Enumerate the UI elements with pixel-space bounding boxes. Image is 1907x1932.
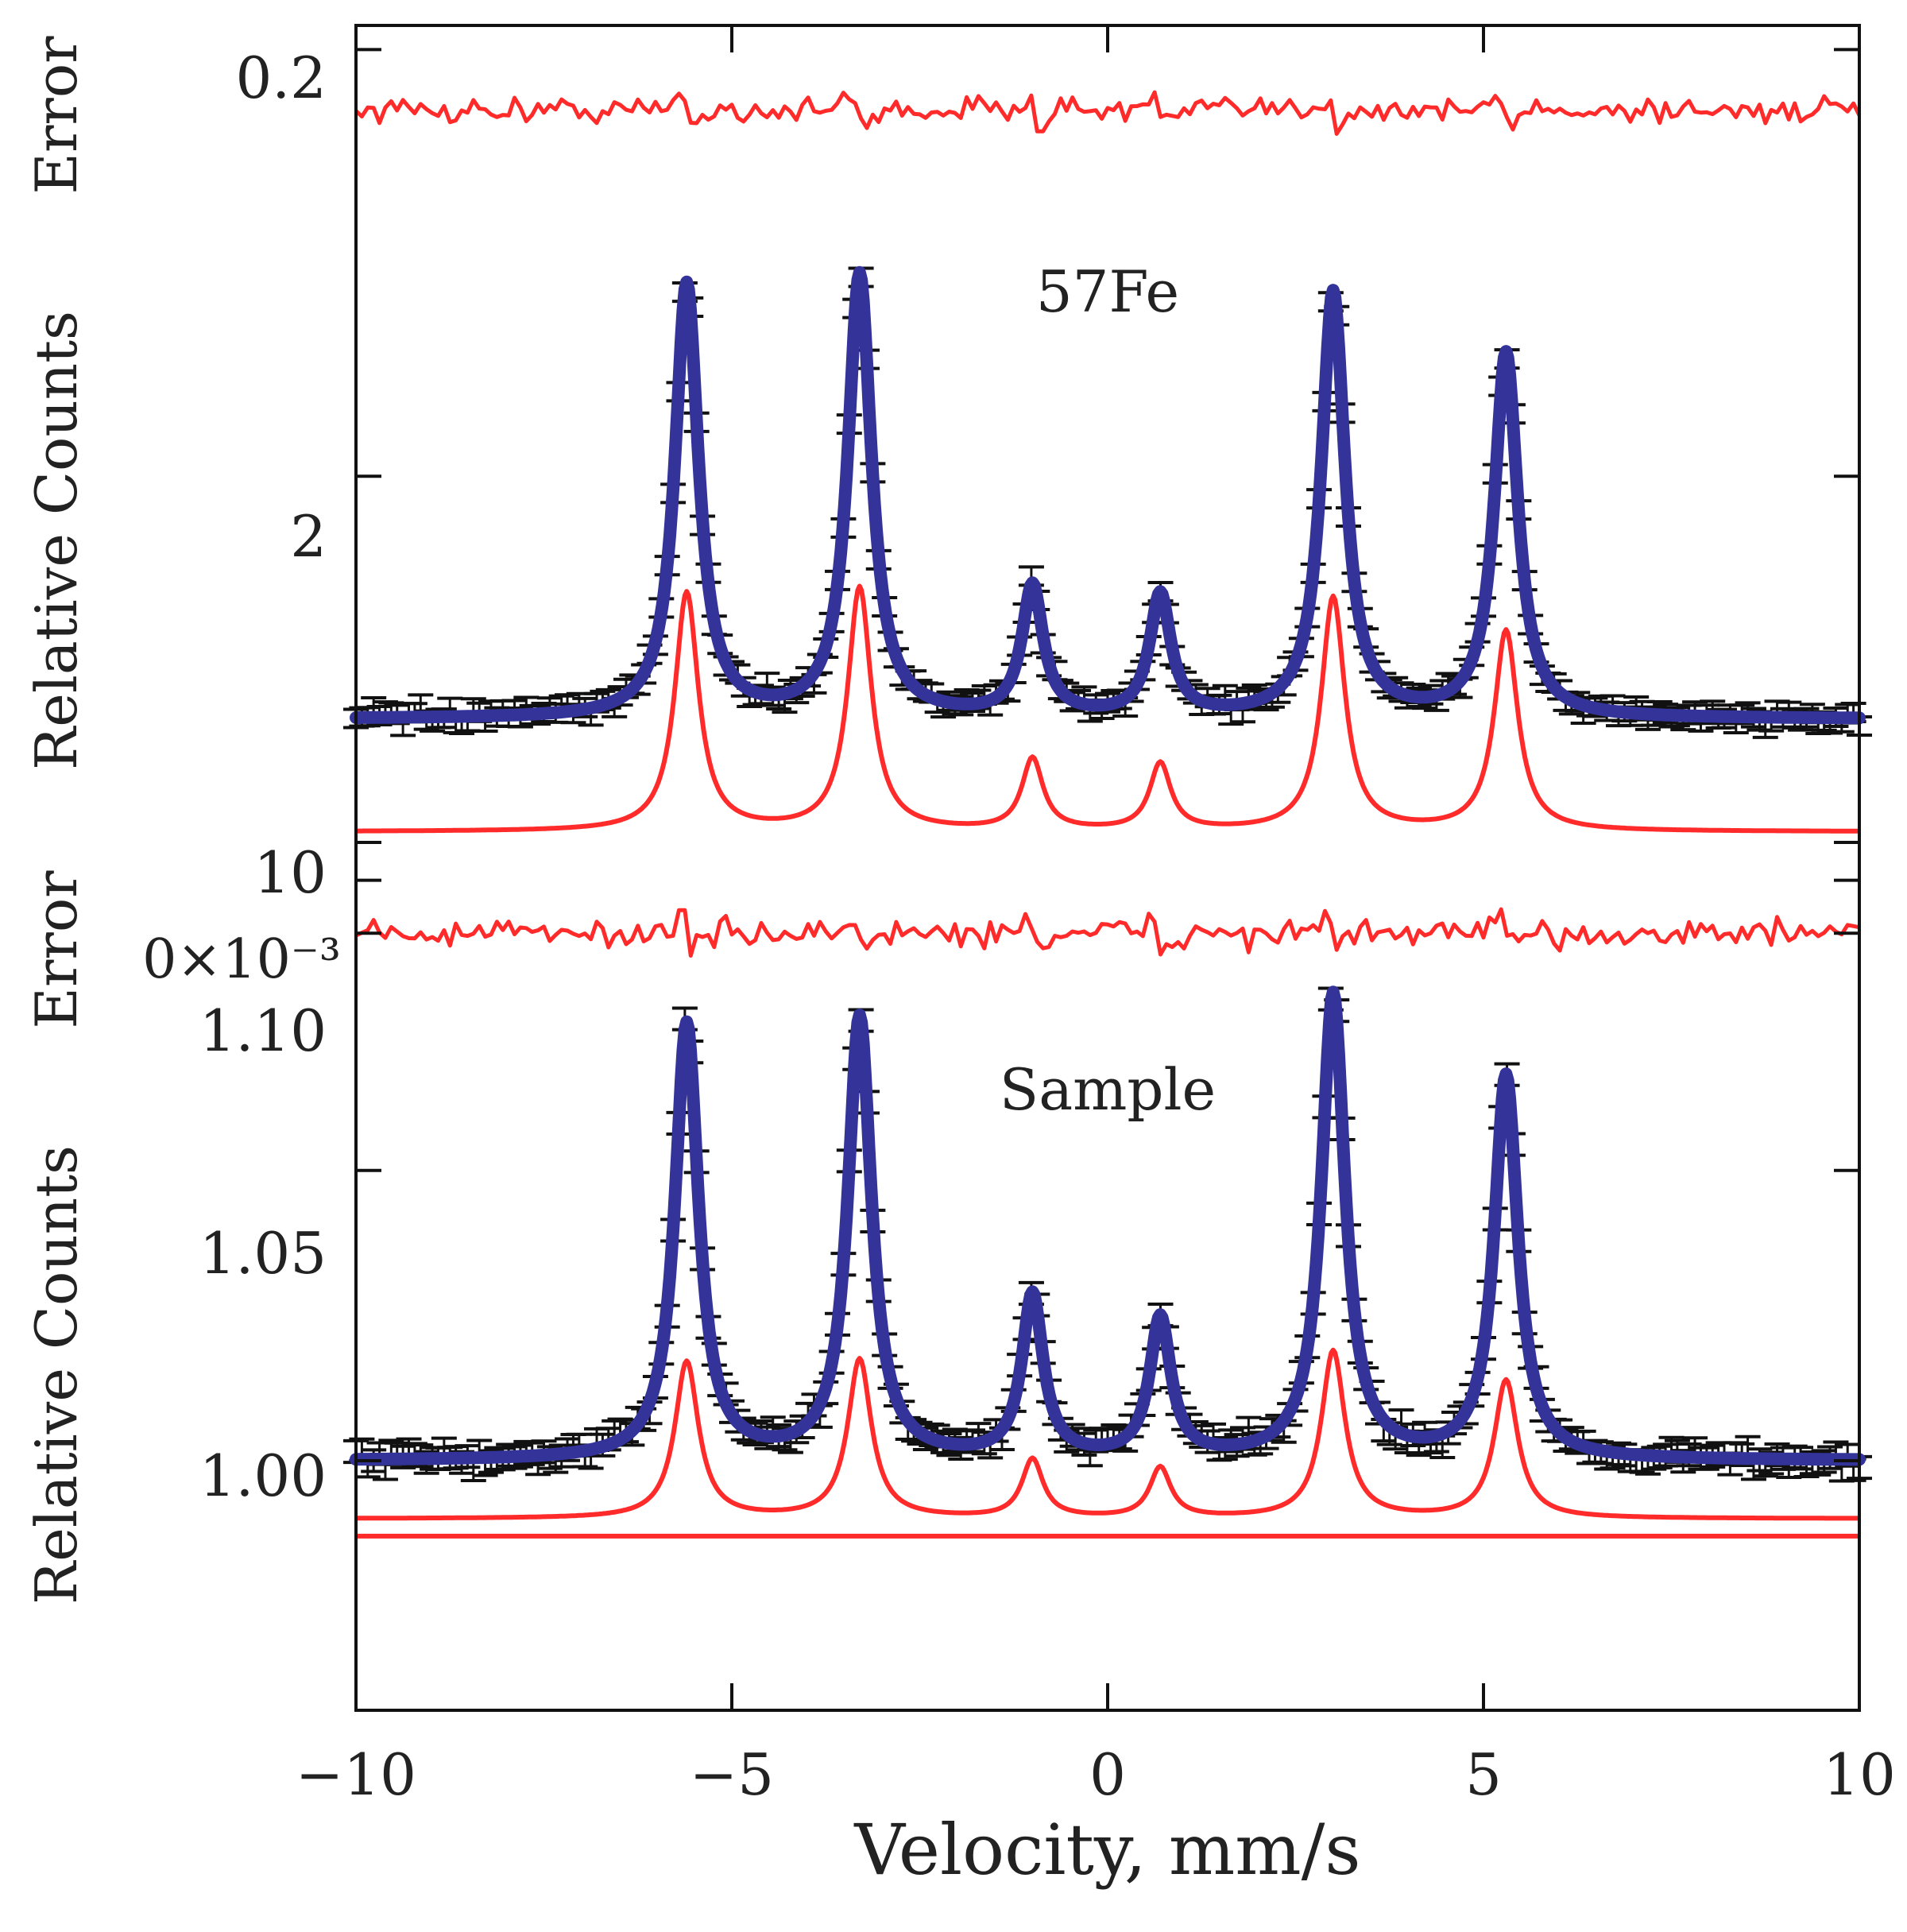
error-axis-title-fe57: Error bbox=[23, 36, 90, 195]
panel-label-fe57: 57Fe bbox=[1036, 258, 1179, 325]
residual-line-fe57 bbox=[354, 90, 1862, 136]
residual-line-sample bbox=[354, 907, 1860, 958]
fit-line-sample bbox=[350, 985, 1866, 1466]
component-line-fe57 bbox=[355, 583, 1860, 834]
error-tick-label-fe57-0: 0.2 bbox=[235, 45, 327, 111]
error-axis-title-sample: Error bbox=[23, 870, 90, 1029]
y-tick-label-sample-100: 1.00 bbox=[199, 1442, 327, 1509]
y-tick-label-sample-110: 1.10 bbox=[199, 997, 327, 1064]
error-tick-label-sample-10: 10 bbox=[253, 839, 327, 906]
fit-line-fe57 bbox=[350, 265, 1866, 725]
x-tick-label-10: 10 bbox=[1823, 1741, 1896, 1808]
x-tick-label-5: 5 bbox=[1465, 1741, 1502, 1808]
x-tick-label-minus10: −10 bbox=[296, 1741, 416, 1808]
x-tick-label-0: 0 bbox=[1089, 1741, 1126, 1808]
component-line-sample bbox=[355, 1347, 1860, 1521]
axis-labels: 57Fe Sample Velocity, mm/s Error Relativ… bbox=[23, 36, 1896, 1891]
error-tick-label-sample-0: 0×10⁻³ bbox=[142, 928, 341, 991]
y-axis-title-sample: Relative Counts bbox=[23, 1145, 90, 1605]
axis-ticks bbox=[354, 25, 1861, 1710]
y-tick-label-sample-105: 1.05 bbox=[199, 1220, 327, 1287]
y-axis-title-fe57: Relative Counts bbox=[23, 311, 90, 770]
plot-frame bbox=[354, 24, 1861, 1712]
x-tick-label-minus5: −5 bbox=[690, 1741, 774, 1808]
x-axis-title: Velocity, mm/s bbox=[853, 1809, 1360, 1891]
panel-label-sample: Sample bbox=[1000, 1056, 1216, 1123]
y-tick-label-fe57-2: 2 bbox=[290, 503, 327, 570]
plot-content bbox=[343, 90, 1872, 1539]
